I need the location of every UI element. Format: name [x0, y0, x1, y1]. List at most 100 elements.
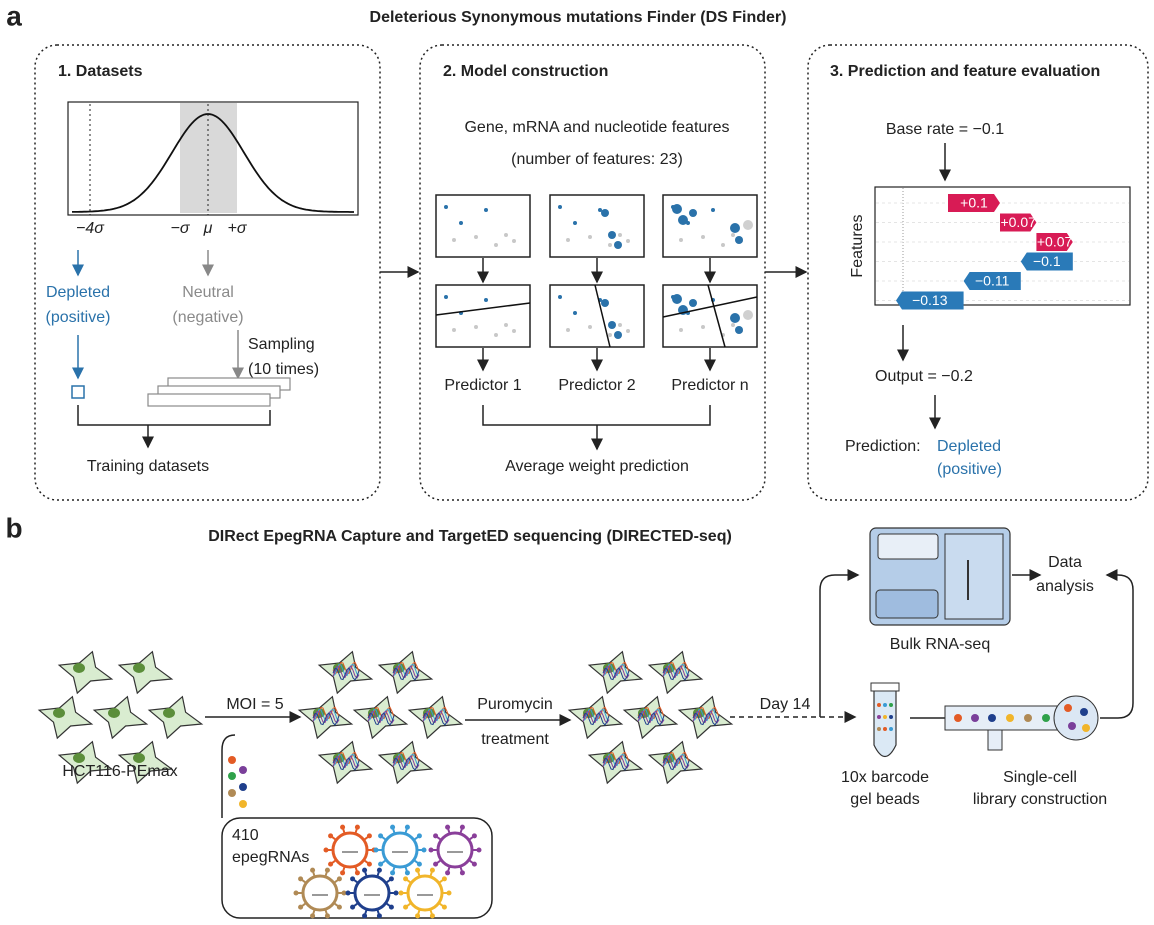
epegrna — [392, 751, 420, 765]
virus — [345, 867, 399, 919]
epegrna — [332, 755, 360, 769]
data-point — [558, 205, 562, 209]
spike-tip — [354, 824, 360, 830]
epegrna — [637, 710, 665, 724]
bulk-label: Bulk RNA-seq — [890, 636, 990, 653]
axis-label: +σ — [228, 220, 248, 237]
spike-tip — [323, 847, 329, 853]
data-point — [614, 331, 622, 339]
droplet — [971, 714, 979, 722]
data-point — [731, 233, 735, 237]
epegrna — [392, 665, 420, 679]
axis-label: −4σ — [76, 220, 105, 237]
spike-tip — [366, 833, 372, 839]
data-point — [730, 313, 740, 323]
spike-tip — [388, 904, 394, 910]
nucleus — [133, 663, 145, 673]
data-point — [672, 294, 682, 304]
spike-tip — [378, 833, 384, 839]
droplet — [1080, 708, 1088, 716]
epegrna — [312, 706, 340, 720]
bead — [883, 715, 887, 719]
spike-tip — [471, 861, 477, 867]
panel-box — [807, 44, 1149, 501]
cell — [297, 695, 354, 740]
data-point — [608, 243, 612, 247]
nucleus — [73, 663, 85, 673]
epegrna — [582, 710, 610, 724]
cell — [377, 650, 434, 695]
class-label: Neutral — [182, 284, 234, 301]
spike-tip — [340, 870, 346, 876]
cell — [92, 695, 149, 740]
epegrna — [602, 665, 630, 679]
spike-tip — [398, 890, 404, 896]
spike-tip — [390, 824, 396, 830]
spike-tip — [415, 867, 421, 873]
spike-tip — [446, 890, 452, 896]
cell-body — [147, 695, 204, 740]
data-point — [731, 323, 735, 327]
model-plot — [549, 194, 645, 258]
epegrna — [392, 667, 420, 681]
data-point — [608, 333, 612, 337]
epegrna — [422, 710, 450, 724]
chip-well — [1053, 695, 1099, 741]
axis-label: μ — [203, 220, 213, 237]
model-plot — [435, 284, 531, 348]
data-point — [566, 238, 570, 242]
cell — [647, 740, 704, 785]
box-heading: 1. Datasets — [58, 63, 143, 80]
epegrna — [662, 751, 690, 765]
epegrna — [602, 757, 630, 771]
data-point — [588, 325, 592, 329]
cell — [57, 650, 114, 695]
cell — [37, 695, 94, 740]
bead — [883, 703, 887, 707]
data-point — [474, 235, 478, 239]
data-point — [689, 299, 697, 307]
bar-label: −0.1 — [1033, 253, 1061, 269]
predictor-label: Predictor n — [671, 377, 748, 394]
bar-label: −0.13 — [912, 292, 948, 308]
library-dot — [239, 783, 247, 791]
data-point — [573, 221, 577, 225]
contribution-bar — [1036, 233, 1073, 251]
data-point — [735, 236, 743, 244]
epegrna — [392, 661, 420, 675]
data-point — [601, 209, 609, 217]
data-point — [558, 295, 562, 299]
bead — [889, 727, 893, 731]
spike-tip — [416, 861, 422, 867]
data-point — [452, 238, 456, 242]
spike-tip — [376, 867, 382, 873]
panel-label: b — [5, 512, 22, 543]
gaussian-curve — [72, 113, 354, 213]
contribution-bar — [1020, 252, 1073, 271]
droplet — [1024, 714, 1032, 722]
capsid — [353, 874, 391, 912]
bead — [877, 727, 881, 731]
data-point — [452, 328, 456, 332]
epegrna — [602, 755, 630, 769]
capsid — [406, 874, 444, 912]
contribution-bar — [963, 272, 1021, 290]
epegrna — [332, 661, 360, 675]
spike-tip — [421, 847, 427, 853]
spike-tip — [324, 913, 330, 919]
data-point — [689, 209, 697, 217]
cell-body — [57, 650, 114, 695]
cell — [587, 740, 644, 785]
epegrna — [662, 667, 690, 681]
epegrna — [332, 751, 360, 765]
epegrna — [602, 751, 630, 765]
spike-tip — [403, 904, 409, 910]
spike-tip — [390, 870, 396, 876]
library-line — [221, 734, 236, 818]
data-point — [711, 208, 715, 212]
cell-body — [92, 695, 149, 740]
capsid — [436, 831, 474, 869]
cell-body — [117, 740, 174, 785]
data-point — [504, 233, 508, 237]
